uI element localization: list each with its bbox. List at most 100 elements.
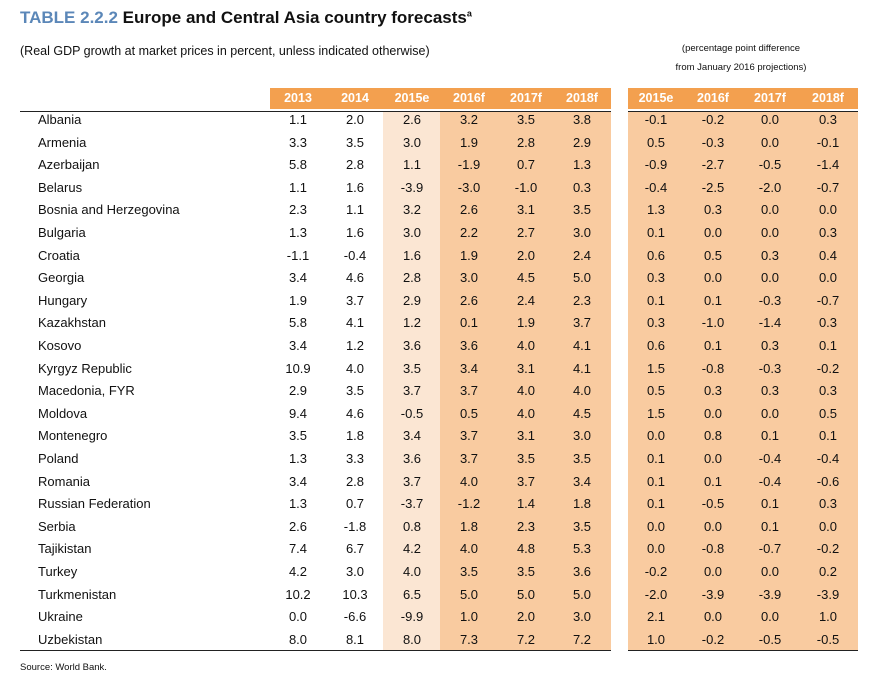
growth-value-2015e: 2.6 <box>402 112 422 127</box>
table-row: Serbia 2.6 -1.8 0.8 1.8 2.3 3.5 0.0 0.0 0.1 0.0 <box>0 516 883 538</box>
growth-value-2018f: 2.4 <box>572 247 592 263</box>
diff-value-2015e: 0.5 <box>646 383 666 399</box>
diff-value-2015e: 0.1 <box>646 496 666 512</box>
growth-value-2013: 1.3 <box>288 496 308 512</box>
growth-value-2016f: 4.0 <box>459 473 479 489</box>
diff-value-2016f: 0.5 <box>703 247 723 263</box>
diff-value-2017f: -0.7 <box>758 541 782 557</box>
main-header-band <box>270 88 611 109</box>
growth-value-2014: 6.7 <box>345 541 365 557</box>
diff-value-2018f: -1.4 <box>816 157 840 173</box>
diff-value-2016f: 0.0 <box>703 609 723 625</box>
diff-table-bottom-rule <box>628 650 858 651</box>
diff-value-2017f: 0.0 <box>760 270 780 286</box>
diff-value-2015e: 0.0 <box>646 428 666 444</box>
growth-value-2014: 1.6 <box>345 179 365 195</box>
table-row: Russian Federation 1.3 0.7 -3.7 -1.2 1.4 1.8 0.… <box>0 493 883 515</box>
diff-header-band <box>628 88 858 109</box>
growth-value-2016f: 7.3 <box>459 631 479 647</box>
diff-value-2017f: 0.0 <box>760 225 780 240</box>
growth-value-2018f: 3.6 <box>572 564 592 579</box>
diff-value-2017f: 0.1 <box>760 496 780 512</box>
column-header-2013: 2013 <box>284 91 312 105</box>
growth-value-2017f: 1.4 <box>516 496 536 512</box>
growth-value-2016f: 2.6 <box>459 292 479 308</box>
growth-value-2016f: 4.0 <box>459 541 479 557</box>
main-table-bottom-rule <box>20 650 611 651</box>
diff-value-2015e: 0.1 <box>646 451 666 466</box>
growth-value-2018f: 3.5 <box>572 451 592 466</box>
diff-value-2017f: 0.1 <box>760 518 780 534</box>
country-name: Turkmenistan <box>38 586 117 602</box>
growth-value-2016f: -1.2 <box>457 496 481 512</box>
growth-value-2013: 1.3 <box>288 225 308 240</box>
growth-value-2017f: 2.0 <box>516 247 536 263</box>
growth-value-2014: 3.3 <box>345 451 365 466</box>
diff-value-2015e: 0.6 <box>646 338 666 353</box>
country-name: Romania <box>38 473 91 489</box>
diff-value-2018f: 0.0 <box>818 518 838 534</box>
diff-value-2015e: -0.9 <box>644 157 668 173</box>
table-row: Montenegro 3.5 1.8 3.4 3.7 3.1 3.0 0.0 0.8 0.1 0.1 <box>0 425 883 447</box>
diff-value-2018f: -0.4 <box>816 451 840 466</box>
growth-value-2018f: 4.5 <box>572 405 592 421</box>
growth-value-2013: 3.5 <box>288 428 308 444</box>
growth-value-2017f: 2.0 <box>516 609 536 625</box>
growth-value-2015e: 4.0 <box>402 564 422 579</box>
diff-value-2016f: -1.0 <box>701 315 725 331</box>
growth-value-2018f: 3.0 <box>572 609 592 625</box>
growth-value-2018f: 3.0 <box>572 428 592 444</box>
growth-value-2015e: 1.2 <box>402 315 422 331</box>
country-name: Bulgaria <box>38 225 86 240</box>
main-table-top-rule <box>20 111 611 112</box>
growth-value-2018f: 0.3 <box>572 179 592 195</box>
growth-value-2017f: 3.7 <box>516 473 536 489</box>
diff-value-2018f: -0.6 <box>816 473 840 489</box>
growth-value-2018f: 3.0 <box>572 225 592 240</box>
diff-value-2016f: -0.3 <box>701 134 725 150</box>
diff-value-2016f: -0.2 <box>701 631 725 647</box>
growth-value-2013: 2.6 <box>288 518 308 534</box>
growth-value-2016f: 3.7 <box>459 451 479 466</box>
growth-value-2014: 3.0 <box>345 564 365 579</box>
diff-value-2015e: 0.3 <box>646 270 666 286</box>
growth-value-2014: 4.6 <box>345 405 365 421</box>
growth-value-2015e: -3.7 <box>400 496 424 512</box>
title-footnote-mark: a <box>466 8 472 19</box>
diff-value-2018f: -3.9 <box>816 586 840 602</box>
diff-value-2015e: 1.0 <box>646 631 666 647</box>
table-title: TABLE 2.2.2 Europe and Central Asia coun… <box>20 8 472 28</box>
growth-value-2014: 3.5 <box>345 383 365 399</box>
growth-value-2016f: 5.0 <box>459 586 479 602</box>
country-name: Ukraine <box>38 609 83 625</box>
growth-value-2015e: 3.6 <box>402 338 422 353</box>
growth-value-2015e: 3.0 <box>402 134 422 150</box>
column-header-2014: 2014 <box>341 91 369 105</box>
column-header-2016f: 2016f <box>453 91 485 105</box>
table-row: Bulgaria 1.3 1.6 3.0 2.2 2.7 3.0 0.1 0.0 0.0 0.3 <box>0 222 883 244</box>
growth-value-2015e: -9.9 <box>400 609 424 625</box>
diff-value-2018f: -0.7 <box>816 292 840 308</box>
diff-value-2017f: -1.4 <box>758 315 782 331</box>
diff-value-2016f: -0.8 <box>701 360 725 376</box>
diff-value-2017f: 0.0 <box>760 134 780 150</box>
growth-value-2017f: 4.0 <box>516 383 536 399</box>
growth-value-2013: 8.0 <box>288 631 308 647</box>
column-header-2015e: 2015e <box>394 91 430 105</box>
growth-value-2015e: 3.7 <box>402 473 422 489</box>
difference-columns-shade <box>628 112 858 650</box>
diff-value-2018f: 1.0 <box>818 609 838 625</box>
growth-value-2015e: 2.8 <box>402 270 422 286</box>
growth-value-2016f: -3.0 <box>457 179 481 195</box>
growth-value-2016f: 2.6 <box>459 202 479 218</box>
growth-value-2018f: 5.3 <box>572 541 592 557</box>
country-name: Croatia <box>38 247 80 263</box>
country-name: Uzbekistan <box>38 631 103 647</box>
diff-value-2018f: 0.3 <box>818 496 838 512</box>
growth-value-2013: 0.0 <box>288 609 308 625</box>
growth-value-2018f: 4.0 <box>572 383 592 399</box>
country-name: Azerbaijan <box>38 157 100 173</box>
diff-note-line1: (percentage point difference <box>681 43 801 54</box>
diff-value-2016f: 0.0 <box>703 518 723 534</box>
growth-value-2014: -1.8 <box>343 518 367 534</box>
